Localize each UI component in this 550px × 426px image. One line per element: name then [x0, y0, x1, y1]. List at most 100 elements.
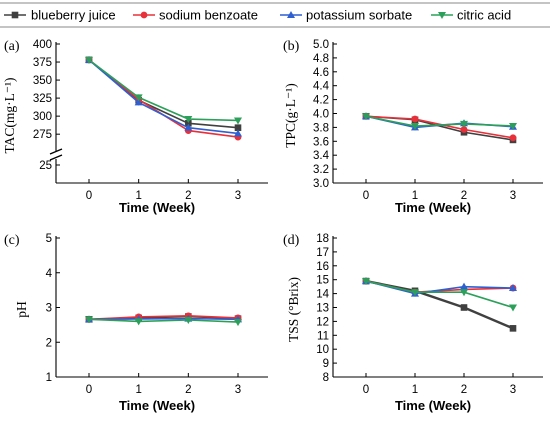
- data-point: [460, 120, 468, 128]
- legend-marker: [140, 11, 148, 19]
- series-line: [365, 280, 514, 309]
- data-point: [509, 134, 517, 142]
- x-tick-label: 0: [363, 190, 369, 202]
- y-tick-label: 13: [316, 303, 329, 315]
- y-tick-label: 1: [46, 372, 52, 384]
- x-axis-label: Time (Week): [119, 200, 195, 215]
- panel-label: (d): [283, 233, 300, 248]
- series: [85, 55, 242, 137]
- data-point: [460, 126, 468, 133]
- y-tick-label: 8: [323, 372, 329, 384]
- y-tick-label: 3.6: [313, 136, 329, 148]
- data-point: [134, 318, 143, 326]
- series-line: [88, 315, 239, 321]
- series-line: [88, 317, 239, 321]
- legend-item: potassium sorbate: [280, 8, 412, 23]
- y-tick-label: 4.0: [313, 109, 329, 121]
- data-point: [362, 113, 370, 121]
- series: [85, 56, 242, 141]
- data-point: [134, 98, 143, 106]
- y-tick-label: 375: [33, 57, 52, 69]
- data-point: [509, 284, 517, 292]
- series-line: [88, 59, 239, 122]
- data-point: [184, 317, 193, 325]
- axis-break-mark: [49, 148, 63, 161]
- y-axis-label: pH: [14, 301, 29, 318]
- y-tick-label: 11: [317, 330, 329, 342]
- y-tick-label: 5.0: [313, 39, 329, 51]
- y-tick-label: 4.2: [313, 95, 329, 107]
- x-tick-label: 2: [185, 384, 191, 396]
- y-tick-label: 4: [46, 268, 53, 280]
- data-point: [185, 120, 192, 127]
- x-tick-label: 0: [86, 384, 92, 396]
- legend-item: sodium benzoate: [133, 8, 258, 23]
- y-tick-label: 300: [33, 111, 52, 123]
- legend-label: citric acid: [457, 8, 511, 23]
- series: [362, 277, 517, 297]
- data-point: [85, 56, 93, 64]
- x-tick-label: 0: [86, 190, 92, 202]
- legend-label: sodium benzoate: [159, 8, 258, 23]
- y-axis-label: TPC(g·L⁻¹): [283, 83, 298, 147]
- data-point: [362, 278, 370, 286]
- y-tick-label: 275: [33, 129, 52, 141]
- x-tick-label: 1: [412, 190, 418, 202]
- y-tick-label: 4.6: [313, 67, 329, 79]
- data-point: [509, 304, 517, 312]
- x-tick-label: 2: [461, 190, 467, 202]
- data-point: [234, 319, 242, 327]
- data-point: [411, 115, 419, 123]
- x-axis-label: Time (Week): [395, 398, 471, 413]
- series-line: [88, 59, 239, 129]
- y-tick-label: 3.0: [313, 178, 329, 190]
- y-tick-label: 3.8: [313, 122, 329, 134]
- data-point: [460, 304, 468, 311]
- legend-marker: [11, 11, 19, 19]
- x-tick-label: 3: [510, 190, 516, 202]
- y-tick-label: 9: [323, 358, 329, 370]
- data-point: [509, 123, 517, 131]
- panel-label: (a): [4, 39, 20, 54]
- y-tick-label: 14: [316, 289, 329, 301]
- panel-label: (c): [4, 233, 20, 248]
- legend-item: citric acid: [431, 8, 511, 23]
- series: [85, 316, 242, 327]
- data-point: [234, 124, 242, 131]
- x-tick-label: 3: [510, 384, 516, 396]
- data-point: [460, 282, 468, 290]
- axis-break-gap: [51, 151, 61, 159]
- data-point: [460, 289, 468, 297]
- panel: 3.0 3.2 3.4 3.6 3.84.0 4.2 4.4 4.6 4.8 5.0 0 1 2 3 Tim…: [283, 39, 543, 215]
- y-tick-label: 325: [33, 93, 52, 105]
- y-tick-label: 17: [316, 247, 329, 259]
- x-tick-label: 1: [412, 384, 418, 396]
- x-axis-label: Time (Week): [395, 200, 471, 215]
- y-tick-label: 5: [46, 233, 52, 245]
- y-tick-label: 18: [316, 233, 329, 245]
- legend-marker: [438, 12, 446, 19]
- data-point: [234, 117, 242, 125]
- y-tick-label: 4.4: [313, 81, 330, 93]
- series-line: [365, 115, 514, 139]
- y-axis-label: TSS (°Brix): [286, 277, 301, 342]
- x-tick-label: 2: [185, 190, 191, 202]
- legend-label: potassium sorbate: [306, 8, 412, 23]
- data-point: [411, 123, 419, 131]
- y-tick-label: 3.2: [313, 164, 329, 176]
- data-point: [184, 116, 193, 124]
- series-line: [365, 115, 514, 141]
- data-point: [184, 123, 193, 131]
- panel-label: (b): [283, 39, 300, 54]
- x-tick-label: 1: [135, 384, 141, 396]
- y-tick-label: 400: [33, 39, 52, 51]
- legend-item: blueberry juice: [4, 8, 116, 23]
- y-tick-label: 3: [46, 303, 52, 315]
- y-tick-label: 10: [316, 344, 329, 356]
- series: [362, 113, 517, 131]
- series-line: [88, 318, 239, 323]
- x-tick-label: 0: [363, 384, 369, 396]
